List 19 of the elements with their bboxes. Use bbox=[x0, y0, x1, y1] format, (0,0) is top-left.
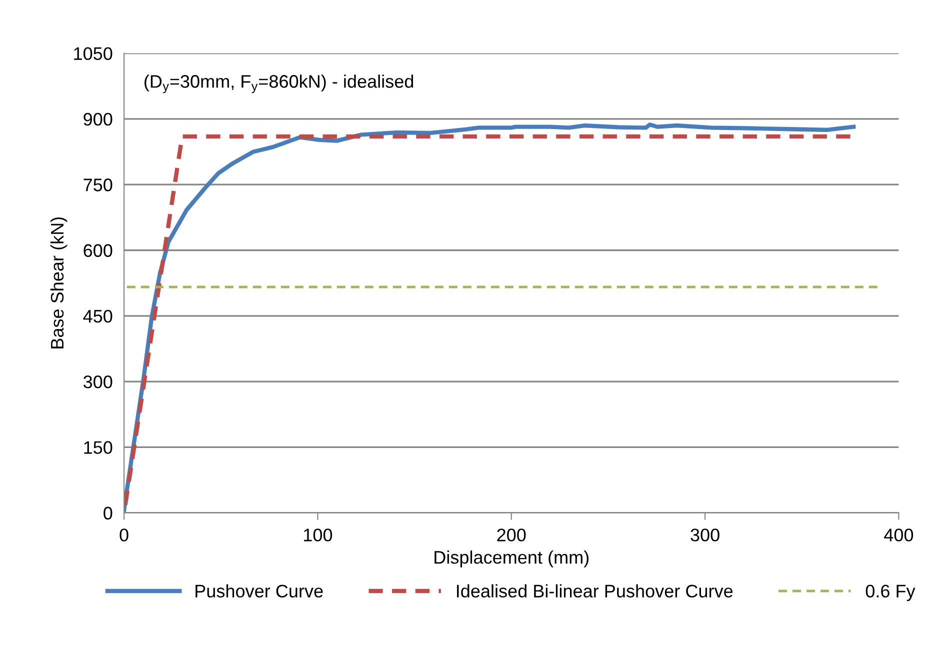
y-tick-label: 450 bbox=[83, 310, 112, 323]
x-tick-label: 400 bbox=[884, 528, 914, 542]
x-tick-label: 100 bbox=[304, 528, 332, 542]
y-tick-label: 300 bbox=[83, 375, 112, 388]
y-axis-title: Base Shear (kN) bbox=[50, 217, 68, 348]
x-tick-label: 0 bbox=[120, 528, 128, 542]
y-tick-label: 750 bbox=[84, 178, 112, 192]
legend-label: Idealised Bi-linear Pushover Curve bbox=[457, 584, 733, 598]
y-tick-label: 1050 bbox=[74, 47, 112, 60]
x-tick-label: 200 bbox=[497, 528, 526, 542]
annotation: (D$_{y}$=30mm, F$_{y}$=860kN) - idealised bbox=[144, 74, 414, 94]
x-axis-title: Displacement (mm) bbox=[434, 550, 589, 568]
x-tick-label: 300 bbox=[690, 528, 720, 542]
legend-label: Pushover Curve bbox=[196, 584, 323, 598]
y-tick-label: 600 bbox=[84, 244, 112, 257]
legend-label: 0.6 Fy bbox=[866, 584, 916, 602]
y-tick-label: 0 bbox=[104, 506, 112, 520]
y-tick-label: 150 bbox=[84, 441, 112, 454]
y-tick-label: 900 bbox=[84, 112, 112, 126]
